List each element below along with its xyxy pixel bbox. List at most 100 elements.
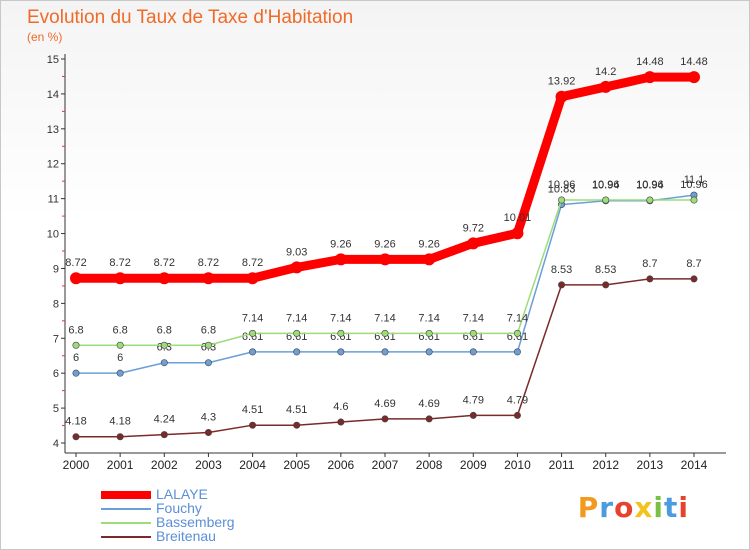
legend-swatch bbox=[101, 508, 151, 510]
data-label: 4.51 bbox=[286, 404, 307, 416]
x-tick-label: 2005 bbox=[283, 458, 310, 472]
data-point bbox=[558, 196, 566, 204]
y-tick-label: 15 bbox=[47, 54, 59, 66]
data-point bbox=[160, 431, 168, 439]
data-point bbox=[425, 329, 433, 337]
proxiti-logo: Proxiti bbox=[578, 491, 689, 524]
data-label: 4.18 bbox=[65, 416, 86, 428]
data-point bbox=[116, 433, 124, 441]
data-point bbox=[202, 272, 215, 285]
data-point bbox=[337, 348, 345, 356]
data-label: 8.72 bbox=[109, 257, 130, 269]
data-point bbox=[160, 341, 168, 349]
data-point bbox=[513, 348, 521, 356]
data-point bbox=[293, 421, 301, 429]
data-point bbox=[379, 253, 391, 266]
y-tick-label: 6 bbox=[53, 368, 59, 380]
y-tick-label: 8 bbox=[53, 298, 59, 310]
logo-letter: t bbox=[664, 491, 679, 524]
data-point bbox=[602, 281, 610, 289]
data-label: 10.83 bbox=[548, 184, 576, 196]
data-label: 8.72 bbox=[242, 257, 263, 269]
series-bassemberg: 6.8 6.8 6.8 6.8 7.14 7.14 7.14 7.14 7.14 7.14 7.14… bbox=[68, 179, 708, 349]
data-label: 14.48 bbox=[680, 56, 708, 68]
data-point bbox=[381, 415, 389, 423]
data-label: 10.96 bbox=[636, 179, 664, 191]
data-point bbox=[469, 411, 477, 419]
data-point bbox=[469, 348, 477, 356]
y-tick-label: 9 bbox=[53, 263, 59, 275]
data-point bbox=[688, 71, 700, 84]
data-point bbox=[337, 418, 345, 426]
data-point bbox=[602, 196, 610, 204]
x-tick-label: 2008 bbox=[416, 458, 443, 472]
legend-item: LALAYE bbox=[101, 486, 301, 502]
legend-label: Bassemberg bbox=[156, 514, 235, 530]
data-label: 11.1 bbox=[684, 174, 705, 186]
data-label: 7.14 bbox=[507, 312, 528, 324]
logo-letter: i bbox=[653, 491, 664, 524]
data-label: 8.53 bbox=[595, 264, 616, 276]
data-point bbox=[558, 281, 566, 289]
legend-item: Bassemberg bbox=[101, 514, 301, 530]
data-label: 4.79 bbox=[463, 394, 484, 406]
data-label: 14.48 bbox=[636, 56, 664, 68]
data-point bbox=[290, 261, 303, 274]
data-point bbox=[204, 341, 212, 349]
data-label: 4.69 bbox=[374, 398, 395, 410]
data-point bbox=[381, 329, 389, 337]
x-tick-label: 2004 bbox=[239, 458, 266, 472]
data-label: 4.79 bbox=[507, 394, 528, 406]
data-label: 7.14 bbox=[286, 312, 307, 324]
data-point bbox=[204, 429, 212, 437]
data-label: 10.94 bbox=[636, 180, 664, 192]
logo-letter: P bbox=[577, 491, 600, 524]
data-label: 4.18 bbox=[109, 416, 130, 428]
data-label: 7.14 bbox=[330, 312, 351, 324]
data-point bbox=[160, 359, 168, 367]
data-label: 9.03 bbox=[286, 246, 307, 258]
data-point bbox=[511, 227, 524, 240]
x-tick-label: 2002 bbox=[151, 458, 178, 472]
data-point bbox=[425, 415, 433, 423]
data-point bbox=[381, 348, 389, 356]
x-tick-label: 2007 bbox=[372, 458, 399, 472]
data-label: 10.96 bbox=[548, 179, 576, 191]
data-label: 7.14 bbox=[418, 312, 439, 324]
data-label: 9.26 bbox=[418, 238, 439, 250]
y-tick-label: 7 bbox=[53, 333, 59, 345]
data-point bbox=[116, 341, 124, 349]
logo-letter: i bbox=[678, 491, 689, 524]
data-point bbox=[643, 71, 656, 84]
data-label: 9.26 bbox=[374, 238, 395, 250]
data-point bbox=[114, 272, 127, 285]
data-point bbox=[249, 329, 257, 337]
data-label: 14.2 bbox=[595, 66, 616, 78]
data-point bbox=[690, 196, 698, 204]
x-tick-label: 2014 bbox=[681, 458, 708, 472]
legend-swatch bbox=[101, 491, 151, 499]
data-label: 4.3 bbox=[201, 412, 216, 424]
data-point bbox=[423, 253, 436, 266]
legend-item: Breitenau bbox=[101, 528, 301, 544]
legend-label: LALAYE bbox=[156, 486, 208, 502]
data-label: 6.8 bbox=[157, 324, 172, 336]
data-label: 10.96 bbox=[680, 179, 708, 191]
data-label: 4.69 bbox=[418, 398, 439, 410]
data-label: 7.14 bbox=[374, 312, 395, 324]
x-tick-label: 2003 bbox=[195, 458, 222, 472]
data-label: 10.96 bbox=[592, 179, 620, 191]
data-label: 9.72 bbox=[463, 222, 484, 234]
logo-letter: r bbox=[599, 491, 615, 524]
data-point bbox=[467, 237, 480, 250]
chart-subtitle: (en %) bbox=[27, 30, 63, 44]
data-label: 8.72 bbox=[65, 257, 86, 269]
data-point bbox=[690, 275, 698, 283]
x-tick-label: 2013 bbox=[637, 458, 664, 472]
y-tick-label: 13 bbox=[47, 124, 59, 136]
data-point bbox=[72, 433, 80, 441]
data-label: 6 bbox=[117, 352, 123, 364]
data-label: 4.24 bbox=[154, 414, 175, 426]
data-label: 6 bbox=[73, 352, 79, 364]
